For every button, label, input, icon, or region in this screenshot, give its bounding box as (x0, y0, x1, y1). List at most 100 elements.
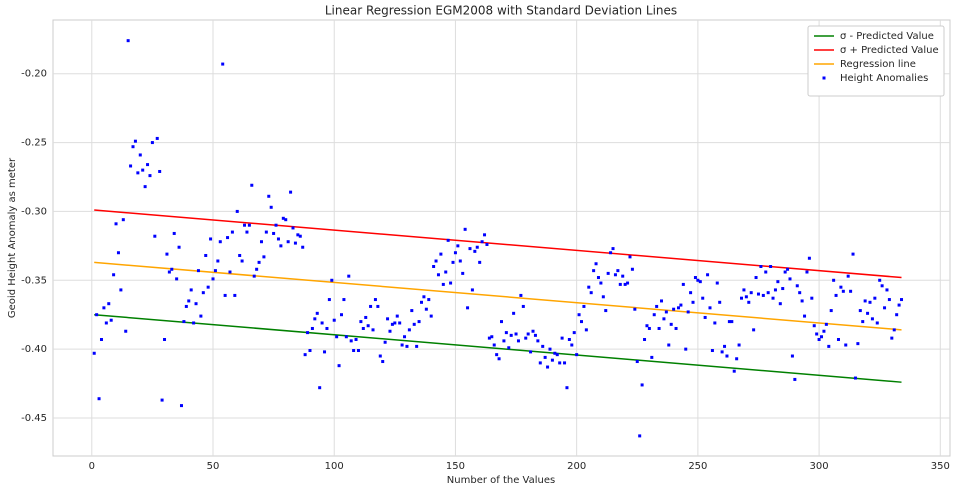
point (427, 298, 431, 302)
point (301, 245, 305, 249)
point (473, 249, 477, 253)
point (533, 333, 537, 337)
point (104, 321, 108, 325)
point (419, 300, 423, 304)
point (592, 269, 596, 273)
point (395, 314, 399, 318)
point (257, 260, 261, 264)
point (846, 274, 850, 278)
point (441, 282, 445, 286)
point (398, 321, 402, 325)
point (417, 320, 421, 324)
point (184, 304, 188, 308)
x-tick-label: 100 (325, 461, 344, 472)
point (577, 313, 581, 317)
point (672, 307, 676, 311)
point (102, 306, 106, 310)
point (897, 303, 901, 307)
point (735, 357, 739, 361)
point (565, 386, 569, 390)
point (262, 255, 266, 259)
point (812, 324, 816, 328)
point (873, 296, 877, 300)
line (94, 261, 902, 331)
point (827, 344, 831, 348)
point (790, 354, 794, 358)
point (844, 343, 848, 347)
point (206, 285, 210, 289)
point (422, 295, 426, 299)
point (866, 311, 870, 315)
point (364, 315, 368, 319)
point (390, 322, 394, 326)
point (175, 277, 179, 281)
point (199, 314, 203, 318)
point (487, 336, 491, 340)
point (252, 274, 256, 278)
point (378, 354, 382, 358)
point (373, 298, 377, 302)
point (723, 344, 727, 348)
point (594, 262, 598, 266)
point (92, 351, 96, 355)
point (160, 398, 164, 402)
point (851, 252, 855, 256)
point (558, 361, 562, 365)
point (192, 321, 196, 325)
point (509, 333, 513, 337)
point (436, 273, 440, 277)
point (286, 240, 290, 244)
point (325, 326, 329, 330)
point (759, 265, 763, 269)
point (126, 39, 130, 43)
point (684, 347, 688, 351)
point (485, 242, 489, 246)
point (696, 278, 700, 282)
point (359, 320, 363, 324)
point (650, 355, 654, 359)
point (730, 320, 734, 324)
y-tick-label: -0.25 (21, 138, 47, 149)
point (165, 252, 169, 256)
point (99, 337, 103, 341)
point (805, 270, 809, 274)
point (303, 353, 307, 357)
point (407, 328, 411, 332)
point (521, 304, 525, 308)
point (230, 230, 234, 234)
point (611, 247, 615, 251)
point (793, 377, 797, 381)
point (267, 194, 271, 198)
point (669, 322, 673, 326)
point (834, 293, 838, 297)
point (332, 318, 336, 322)
point (526, 332, 530, 336)
point (606, 271, 610, 275)
point (628, 255, 632, 259)
point (604, 309, 608, 313)
point (771, 296, 775, 300)
point (347, 274, 351, 278)
point (403, 335, 407, 339)
point (223, 293, 227, 297)
point (839, 285, 843, 289)
point (405, 344, 409, 348)
point (655, 304, 659, 308)
point (424, 307, 428, 311)
point (318, 386, 322, 390)
y-tick-label: -0.20 (21, 69, 47, 80)
point (572, 331, 576, 335)
point (836, 337, 840, 341)
point (456, 244, 460, 248)
point (296, 233, 300, 237)
legend-label: σ + Predicted Value (840, 45, 939, 56)
point (589, 291, 593, 295)
point (155, 136, 159, 140)
point (131, 145, 135, 149)
point (786, 267, 790, 271)
point (662, 317, 666, 321)
point (567, 337, 571, 341)
point (250, 183, 254, 187)
point (429, 314, 433, 318)
point (633, 307, 637, 311)
